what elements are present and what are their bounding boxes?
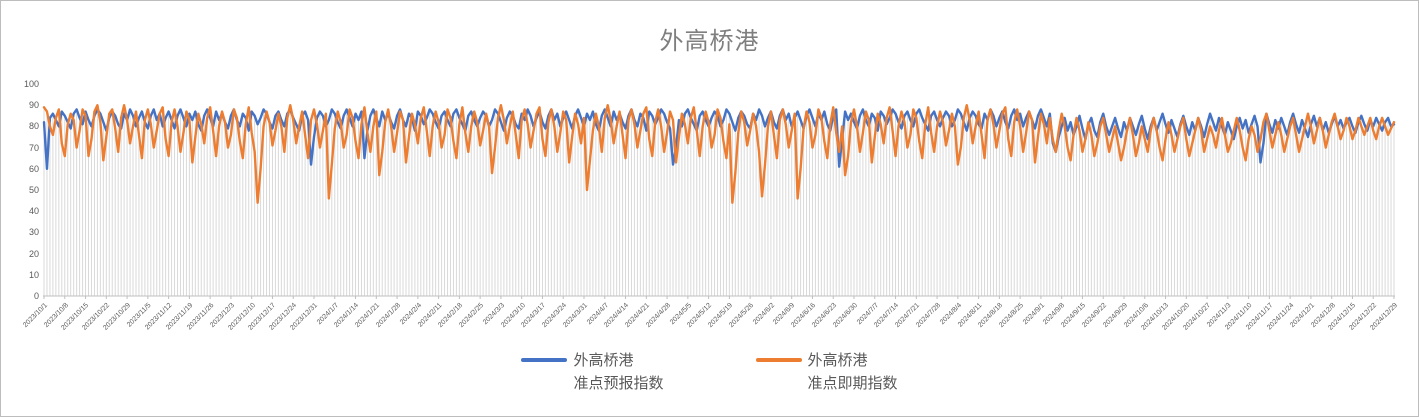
y-axis-tick-label: 0 — [33, 291, 39, 301]
legend-label-line2: 准点预报指数 — [573, 375, 664, 393]
y-axis-tick-label: 30 — [28, 227, 39, 238]
legend-label-line1: 外高桥港 — [573, 352, 634, 369]
y-axis-tick-label: 20 — [28, 248, 39, 259]
y-axis-tick-label: 10 — [28, 269, 39, 280]
legend-label-line2: 准点即期指数 — [807, 375, 898, 393]
legend-label-line1: 外高桥港 — [807, 352, 868, 369]
legend-label: 外高桥港 准点预报指数 — [573, 349, 663, 396]
legend-line-swatch-blue — [521, 358, 568, 362]
y-axis-tick-label: 90 — [28, 100, 39, 111]
legend: 外高桥港 准点预报指数 外高桥港 准点即期指数 — [1, 349, 1418, 396]
y-axis-tick-label: 80 — [28, 121, 39, 132]
y-axis-tick-label: 50 — [28, 185, 39, 195]
legend-item-spot-index: 外高桥港 准点即期指数 — [755, 349, 898, 396]
legend-line-swatch-orange — [755, 358, 802, 362]
legend-item-forecast-index: 外高桥港 准点预报指数 — [521, 349, 664, 396]
y-axis-tick-label: 70 — [28, 142, 39, 153]
y-axis-tick-label: 60 — [28, 163, 39, 174]
chart-title: 外高桥港 — [659, 28, 760, 55]
legend-label: 外高桥港 准点即期指数 — [808, 349, 898, 396]
y-axis-tick-label: 100 — [23, 79, 39, 89]
y-axis-tick-label: 40 — [28, 206, 39, 217]
